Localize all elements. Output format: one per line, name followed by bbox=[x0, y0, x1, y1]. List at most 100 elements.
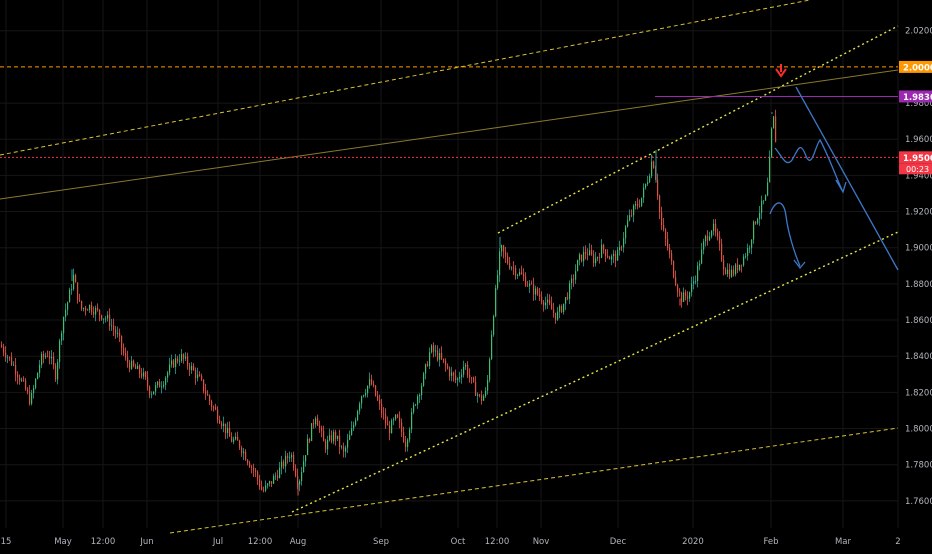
candle-body bbox=[203, 379, 205, 391]
candle-body bbox=[519, 272, 521, 275]
candle-body bbox=[117, 333, 119, 335]
candle-body bbox=[507, 256, 509, 264]
channel-upper-line bbox=[497, 25, 899, 234]
candle-body bbox=[65, 309, 67, 318]
candle-body bbox=[353, 424, 355, 429]
candle-body bbox=[719, 236, 721, 244]
candle-body bbox=[215, 407, 217, 410]
candle-body bbox=[121, 335, 123, 349]
candle-body bbox=[357, 410, 359, 421]
candle-body bbox=[749, 247, 751, 249]
candle-body bbox=[17, 374, 19, 378]
candle-body bbox=[345, 447, 347, 452]
candle-body bbox=[555, 312, 557, 320]
candle-body bbox=[289, 457, 291, 459]
candle-body bbox=[431, 345, 433, 353]
candle-body bbox=[403, 432, 405, 442]
candle-body bbox=[15, 364, 17, 375]
candle-body bbox=[295, 468, 297, 476]
candle-body bbox=[633, 205, 635, 216]
candle-body bbox=[447, 365, 449, 369]
candle-body bbox=[765, 195, 767, 201]
candle-body bbox=[155, 385, 157, 392]
candle-body bbox=[411, 412, 413, 430]
candle-body bbox=[595, 258, 597, 264]
candle-body bbox=[545, 302, 547, 306]
candle-body bbox=[85, 307, 87, 310]
candle-body bbox=[483, 396, 485, 401]
candle-body bbox=[371, 379, 373, 385]
candle-body bbox=[347, 439, 349, 448]
candle-body bbox=[95, 308, 97, 315]
candle-body bbox=[167, 372, 169, 378]
candle-body bbox=[443, 358, 445, 361]
candle-body bbox=[663, 225, 665, 230]
candle-body bbox=[515, 268, 517, 276]
candle-body bbox=[433, 345, 435, 352]
candle-body bbox=[263, 489, 265, 491]
y-axis-tick-label: 1.88000 bbox=[905, 280, 932, 290]
candle-body bbox=[303, 461, 305, 473]
candle-body bbox=[527, 285, 529, 287]
candle-body bbox=[11, 357, 13, 365]
candle-body bbox=[287, 455, 289, 458]
candle-body bbox=[181, 354, 183, 361]
candle-body bbox=[391, 420, 393, 434]
candle-body bbox=[741, 264, 743, 266]
candle-body bbox=[543, 301, 545, 306]
candle-body bbox=[593, 254, 595, 264]
x-axis-tick-label: 12:00 bbox=[485, 537, 510, 547]
candle-body bbox=[525, 276, 527, 286]
candle-body bbox=[37, 372, 39, 379]
candle-body bbox=[175, 358, 177, 368]
candle-body bbox=[25, 380, 27, 390]
candle-body bbox=[415, 404, 417, 406]
candle-body bbox=[55, 365, 57, 380]
candle-body bbox=[189, 365, 191, 371]
candle-body bbox=[195, 370, 197, 379]
candle-body bbox=[237, 436, 239, 441]
candle-body bbox=[45, 355, 47, 358]
candle-body bbox=[77, 282, 79, 300]
candle-body bbox=[659, 195, 661, 213]
y-axis-tick-label: 2.02000 bbox=[905, 27, 932, 37]
candle-body bbox=[51, 356, 53, 359]
candle-body bbox=[103, 318, 105, 320]
x-axis-tick-label: 12:00 bbox=[91, 537, 116, 547]
candle-body bbox=[115, 329, 117, 334]
candle-body bbox=[199, 374, 201, 377]
candle-body bbox=[323, 430, 325, 442]
candle-body bbox=[471, 377, 473, 379]
countdown-box bbox=[899, 163, 932, 175]
candle-body bbox=[607, 256, 609, 258]
candle-body bbox=[351, 428, 353, 435]
candle-body bbox=[291, 454, 293, 458]
candle-body bbox=[709, 236, 711, 241]
candle-body bbox=[109, 314, 111, 326]
candle-body bbox=[725, 269, 727, 275]
candle-body bbox=[59, 340, 61, 362]
candle-body bbox=[193, 365, 195, 371]
candle-body bbox=[459, 377, 461, 379]
candle-body bbox=[533, 284, 535, 295]
candle-body bbox=[153, 391, 155, 395]
candle-body bbox=[567, 297, 569, 299]
candle-body bbox=[605, 249, 607, 257]
candle-body bbox=[477, 394, 479, 396]
candle-body bbox=[335, 432, 337, 439]
candle-body bbox=[463, 366, 465, 375]
candle-body bbox=[127, 357, 129, 363]
candle-body bbox=[439, 352, 441, 360]
candle-body bbox=[217, 409, 219, 421]
y-axis-tick-label: 1.76000 bbox=[905, 497, 932, 507]
candle-body bbox=[213, 406, 215, 408]
price-label-box bbox=[899, 90, 932, 103]
candle-body bbox=[131, 360, 133, 369]
candle-body bbox=[129, 362, 131, 369]
candle-body bbox=[283, 461, 285, 467]
candle-body bbox=[669, 248, 671, 254]
candle-body bbox=[285, 455, 287, 467]
candle-body bbox=[401, 422, 403, 433]
candle-body bbox=[355, 420, 357, 425]
candle-body bbox=[651, 161, 653, 177]
